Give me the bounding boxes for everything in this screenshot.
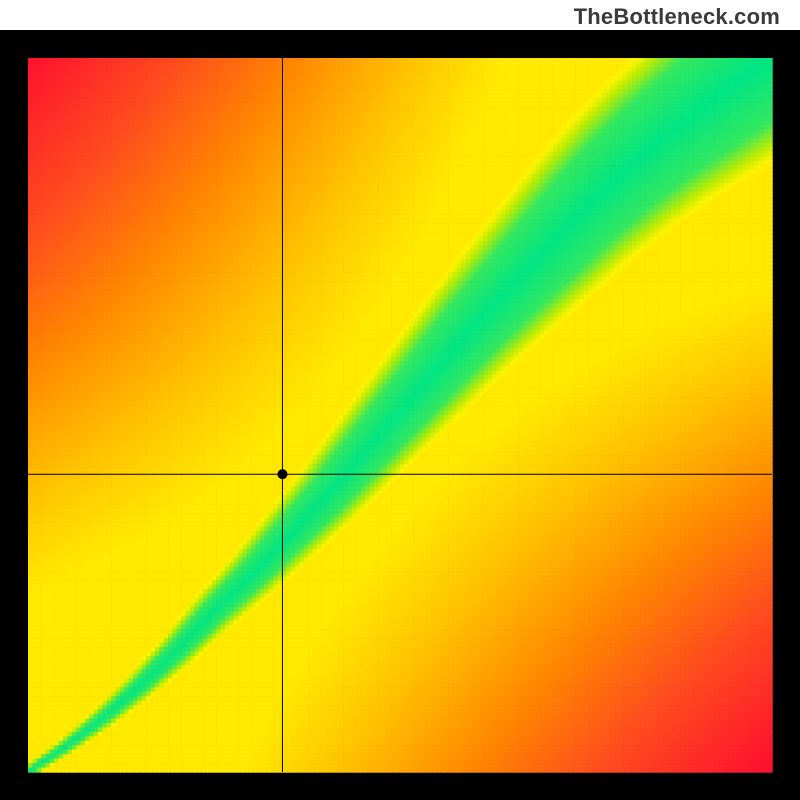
watermark-text: TheBottleneck.com: [574, 4, 780, 30]
bottleneck-heatmap: [0, 30, 800, 800]
heatmap-canvas: [0, 30, 800, 800]
